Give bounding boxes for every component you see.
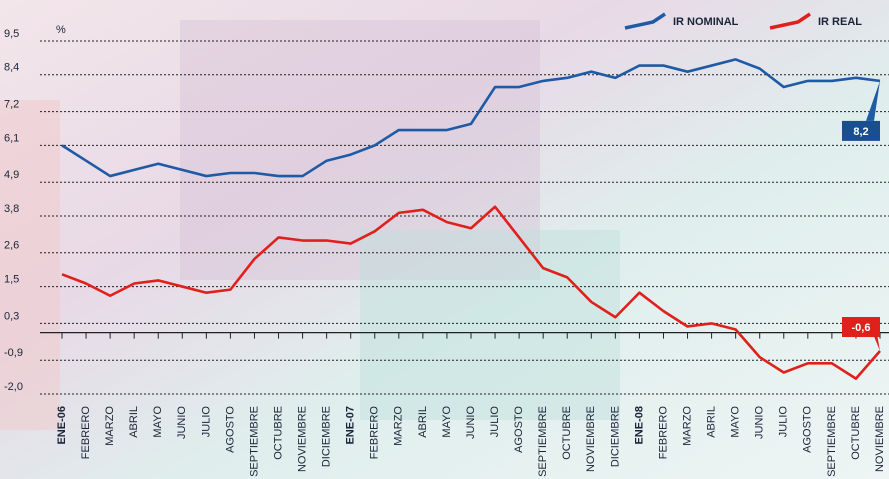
- x-tick-label: SEPTIEMBRE: [826, 406, 838, 477]
- x-tick-label: AGOSTO: [802, 406, 814, 453]
- x-tick-label: JUNIO: [176, 406, 188, 439]
- legend-swatch: [624, 12, 666, 30]
- x-tick-label: JULIO: [200, 406, 212, 438]
- legend-swatch: [769, 12, 811, 30]
- y-tick-label: 9,5: [4, 28, 19, 40]
- x-tick-label: ENE-07: [345, 406, 357, 445]
- x-tick-label: MAYO: [441, 406, 453, 438]
- x-tick-label: SEPTIEMBRE: [537, 406, 549, 477]
- y-tick-label: 2,6: [4, 240, 19, 252]
- x-tick-label: OCTUBRE: [561, 406, 573, 460]
- y-unit: %: [56, 24, 66, 36]
- x-tick-label: SEPTIEMBRE: [248, 406, 260, 477]
- series-line: [61, 205, 881, 380]
- x-tick-label: JULIO: [489, 406, 501, 438]
- x-tick-label: JULIO: [778, 406, 790, 438]
- x-tick-label: ABRIL: [128, 406, 140, 438]
- x-tick-label: MAYO: [730, 406, 742, 438]
- x-tick-label: JUNIO: [465, 406, 477, 439]
- y-tick-label: 7,2: [4, 99, 19, 111]
- y-tick-label: 6,1: [4, 132, 19, 144]
- y-tick-label: 3,8: [4, 203, 19, 215]
- x-tick-label: DICIEMBRE: [321, 406, 333, 467]
- x-tick-label: OCTUBRE: [850, 406, 862, 460]
- value-label: -0,6: [852, 322, 871, 334]
- x-tick-label: JUNIO: [754, 406, 766, 439]
- x-tick-label: MAYO: [152, 406, 164, 438]
- background-note: [0, 100, 60, 430]
- value-label: 8,2: [853, 126, 868, 138]
- x-tick-label: NOVIEMBRE: [296, 406, 308, 472]
- x-tick-label: NOVIEMBRE: [585, 406, 597, 472]
- x-tick-label: FEBRERO: [369, 406, 381, 460]
- value-label-box: [842, 317, 880, 338]
- y-tick-label: -2,0: [4, 381, 23, 393]
- x-tick-label: DICIEMBRE: [609, 406, 621, 467]
- y-tick-label: 0,3: [4, 310, 19, 322]
- y-tick-label: 1,5: [4, 273, 19, 285]
- x-tick-label: ABRIL: [417, 406, 429, 438]
- y-tick-label: 4,9: [4, 169, 19, 181]
- x-tick-label: ENE-06: [56, 406, 68, 445]
- x-tick-label: AGOSTO: [513, 406, 525, 453]
- background-note: [360, 230, 620, 420]
- x-tick-label: OCTUBRE: [272, 406, 284, 460]
- x-tick-label: MARZO: [104, 406, 116, 446]
- x-tick-label: MARZO: [681, 406, 693, 446]
- x-tick-label: FEBRERO: [80, 406, 92, 460]
- legend-label: IR REAL: [818, 16, 862, 28]
- x-tick-label: MARZO: [393, 406, 405, 446]
- y-tick-label: -0,9: [4, 347, 23, 359]
- callout-pointer: [866, 80, 880, 121]
- x-tick-label: AGOSTO: [224, 406, 236, 453]
- series-line: [61, 58, 881, 178]
- x-tick-label: ABRIL: [705, 406, 717, 438]
- legend-label: IR NOMINAL: [673, 16, 739, 28]
- x-tick-label: NOVIEMBRE: [874, 406, 886, 472]
- x-tick-label: FEBRERO: [657, 406, 669, 460]
- value-label-box: [842, 120, 880, 141]
- y-tick-label: 8,4: [4, 62, 19, 74]
- x-tick-label: ENE-08: [633, 406, 645, 445]
